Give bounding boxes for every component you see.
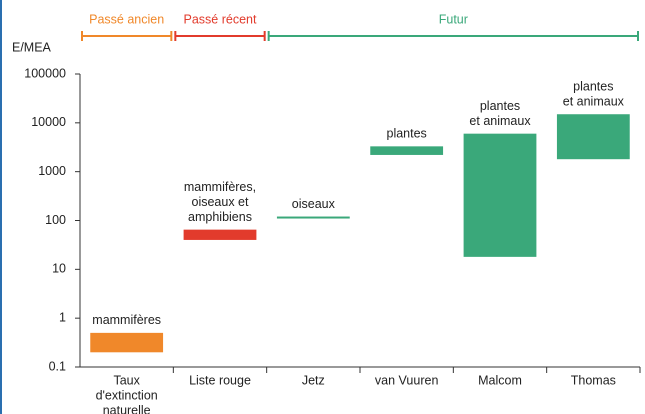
x-tick-label: Malcom xyxy=(478,373,522,387)
x-tick-label: van Vuuren xyxy=(375,373,439,387)
y-tick-label: 1 xyxy=(59,310,66,324)
y-tick-label: 10 xyxy=(52,262,66,276)
y-tick-label: 100000 xyxy=(24,66,66,80)
period-label: Futur xyxy=(439,12,468,26)
bar-annotation: plantes xyxy=(480,99,520,113)
period-label: Passé ancien xyxy=(89,12,164,26)
bar xyxy=(370,146,444,155)
bar-annotation: plantes xyxy=(573,80,613,94)
bar-annotation: oiseaux xyxy=(292,197,336,211)
x-tick-label: Taux xyxy=(113,373,140,387)
bar-annotation: et animaux xyxy=(469,114,531,128)
period-label: Passé récent xyxy=(184,12,257,26)
bar-annotation: plantes xyxy=(387,127,427,141)
y-tick-label: 100 xyxy=(45,213,66,227)
y-tick-label: 0.1 xyxy=(49,359,66,373)
y-tick-label: 10000 xyxy=(31,115,66,129)
bar xyxy=(276,216,350,219)
x-tick-label: d'extinction xyxy=(96,388,158,402)
y-axis-label: E/MEA xyxy=(12,40,52,54)
bar xyxy=(183,229,257,240)
bar xyxy=(556,114,630,160)
bar-annotation: et animaux xyxy=(563,95,625,109)
bar-annotation: oiseaux et xyxy=(192,195,250,209)
bar xyxy=(90,332,164,353)
x-tick-label: Liste rouge xyxy=(189,373,251,387)
bar-annotation: amphibiens xyxy=(188,210,252,224)
x-tick-label: Jetz xyxy=(302,373,325,387)
bar-annotation: mammifères, xyxy=(184,180,256,194)
bar-annotation: mammifères xyxy=(92,313,161,327)
x-tick-label: Thomas xyxy=(571,373,616,387)
bar xyxy=(463,133,537,257)
y-tick-label: 1000 xyxy=(38,164,66,178)
x-tick-label: naturelle xyxy=(103,403,151,414)
